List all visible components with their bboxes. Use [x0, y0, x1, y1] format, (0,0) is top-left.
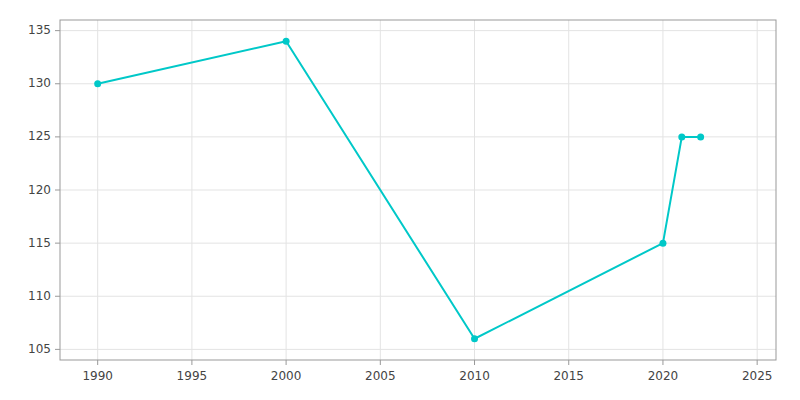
y-grid-line [60, 190, 776, 191]
series-line [98, 41, 701, 339]
x-tick-label: 2000 [271, 369, 302, 383]
x-tick-label: 2010 [459, 369, 490, 383]
y-grid-line [60, 296, 776, 297]
y-grid-line [60, 136, 776, 137]
y-tick-label: 125 [28, 129, 51, 143]
y-tick [55, 296, 60, 297]
chart-container: 1990 1995 2000 2005 2010 2015 2020 2025 105 110 11… [0, 0, 800, 400]
plot-frame [60, 20, 776, 360]
y-tick-label: 135 [28, 23, 51, 37]
x-tick-label: 2025 [742, 369, 773, 383]
y-grid-line [60, 30, 776, 31]
x-tick-label: 2015 [553, 369, 584, 383]
y-tick-label: 110 [28, 289, 51, 303]
series-marker [94, 80, 101, 87]
x-tick-label: 1995 [177, 369, 208, 383]
x-tick [662, 360, 663, 365]
x-tick [757, 360, 758, 365]
x-tick [286, 360, 287, 365]
tick-labels: 1990 1995 2000 2005 2010 2015 2020 2025 105 110 11… [28, 23, 772, 383]
y-tick-label: 120 [28, 183, 51, 197]
y-tick [55, 83, 60, 84]
x-tick [97, 360, 98, 365]
series-marker [659, 240, 666, 247]
y-tick [55, 190, 60, 191]
y-tick [55, 30, 60, 31]
chart-svg: 1990 1995 2000 2005 2010 2015 2020 2025 105 110 11… [0, 0, 800, 400]
x-tick-label: 2020 [648, 369, 679, 383]
x-tick [568, 360, 569, 365]
y-grid-line [60, 83, 776, 84]
y-tick-label: 130 [28, 76, 51, 90]
x-tick-label: 1990 [82, 369, 113, 383]
x-tick [380, 360, 381, 365]
y-tick-label: 105 [28, 342, 51, 356]
y-tick [55, 243, 60, 244]
x-tick-label: 2005 [365, 369, 396, 383]
y-tick-label: 115 [28, 236, 51, 250]
x-tick [191, 360, 192, 365]
y-tick [55, 349, 60, 350]
series-marker [471, 335, 478, 342]
series-marker [697, 133, 704, 140]
y-grid-line [60, 349, 776, 350]
grid [60, 20, 776, 360]
series [94, 38, 704, 343]
y-grid-line [60, 243, 776, 244]
x-tick [474, 360, 475, 365]
y-tick [55, 136, 60, 137]
series-marker [283, 38, 290, 45]
series-marker [678, 133, 685, 140]
